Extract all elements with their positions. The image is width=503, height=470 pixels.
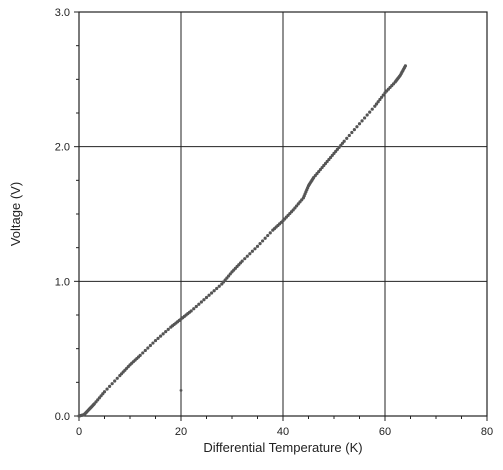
data-point <box>380 95 384 99</box>
data-point <box>381 93 385 97</box>
data-point <box>199 300 203 304</box>
data-point <box>245 254 249 258</box>
x-tick-label: 60 <box>379 426 391 438</box>
data-point <box>261 239 265 243</box>
data-point <box>146 346 150 350</box>
data-point <box>115 376 119 380</box>
data-point <box>370 107 374 111</box>
data-point <box>212 289 216 293</box>
outlier-point <box>179 389 183 392</box>
x-tick-label: 80 <box>481 426 493 438</box>
data-point <box>166 327 170 331</box>
data-point <box>258 242 262 246</box>
data-point <box>156 336 160 340</box>
data-point <box>138 353 142 357</box>
data-point <box>110 382 114 386</box>
data-point <box>141 351 145 355</box>
data-point <box>164 330 168 334</box>
data-point <box>374 102 379 106</box>
data-point <box>240 259 244 263</box>
data-point <box>350 130 354 135</box>
data-point <box>253 247 257 251</box>
data-point <box>268 231 272 235</box>
data-point <box>194 304 198 309</box>
data-point <box>365 113 369 117</box>
data-point <box>403 64 407 68</box>
data-point <box>202 298 206 302</box>
y-tick-label: 2.0 <box>55 142 70 154</box>
data-point <box>360 119 364 123</box>
data-point <box>266 233 270 238</box>
y-tick-label: 0.0 <box>55 411 70 423</box>
data-point <box>210 291 214 295</box>
x-tick-label: 40 <box>277 426 289 438</box>
data-point <box>243 257 247 261</box>
data-point <box>347 133 351 138</box>
data-point <box>373 104 377 108</box>
x-tick-label: 0 <box>76 426 82 438</box>
data-point <box>192 307 196 311</box>
y-axis-title: Voltage (V) <box>8 182 23 246</box>
y-tick-labels: 0.0 1.0 2.0 3.0 <box>55 7 70 423</box>
data-point <box>368 110 372 114</box>
data-point <box>352 128 356 132</box>
data-point <box>255 244 260 248</box>
y-tick-label: 3.0 <box>55 7 70 19</box>
data-point <box>376 100 380 104</box>
data-point <box>102 390 107 394</box>
data-point <box>113 379 117 383</box>
data-point <box>161 332 165 336</box>
data-point <box>148 343 152 348</box>
data-point <box>250 249 254 253</box>
data-point <box>189 309 193 313</box>
data-point <box>105 387 109 391</box>
data-point <box>153 338 158 343</box>
data-point <box>197 302 201 306</box>
data-point <box>378 97 382 102</box>
data-point <box>159 334 163 338</box>
x-tick-labels: 0 20 40 60 80 <box>76 426 493 438</box>
x-tick-label: 20 <box>175 426 187 438</box>
data-point <box>215 286 219 291</box>
minor-ticks <box>74 11 488 421</box>
data-point <box>151 341 155 345</box>
y-tick-label: 1.0 <box>55 276 70 288</box>
data-point <box>342 139 346 143</box>
data-point <box>204 295 209 300</box>
data-point <box>143 348 147 353</box>
data-point <box>345 136 349 140</box>
data-point <box>248 252 252 256</box>
data-point <box>217 284 221 288</box>
data-series <box>77 64 407 418</box>
data-point <box>207 293 211 297</box>
data-point <box>263 236 267 240</box>
x-axis-title: Differential Temperature (K) <box>203 440 362 455</box>
data-point <box>357 122 362 126</box>
data-point <box>355 125 359 129</box>
data-point <box>363 116 367 120</box>
data-point <box>108 384 112 388</box>
